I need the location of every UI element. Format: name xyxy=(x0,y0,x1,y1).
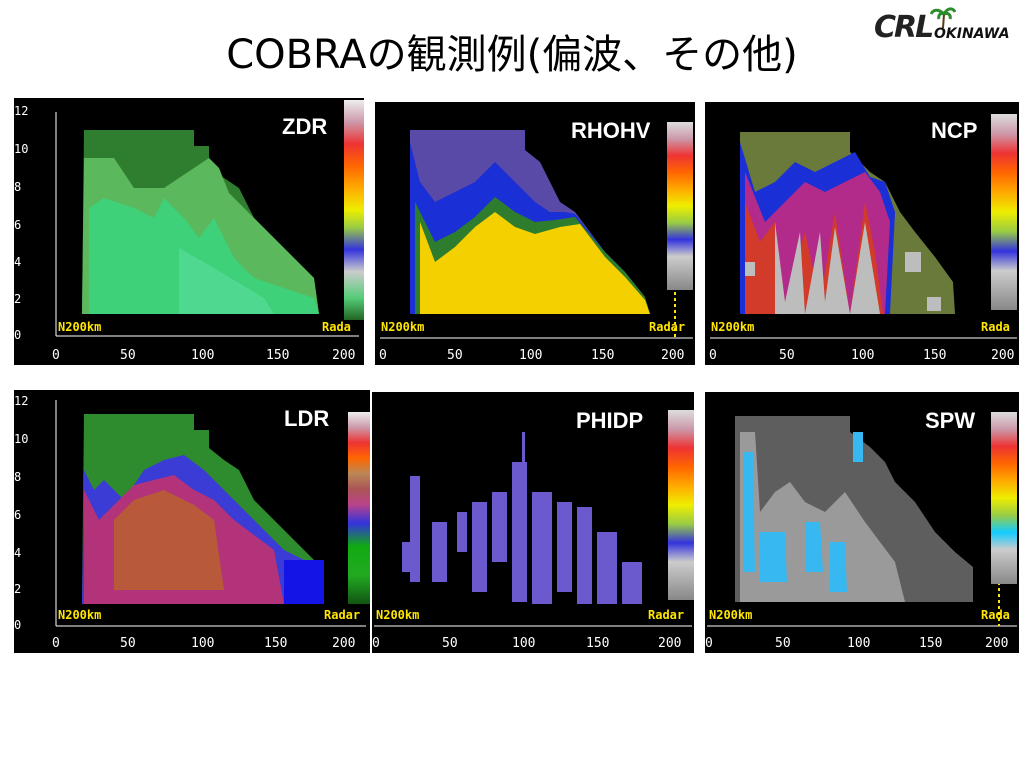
n200km-marker: N200km xyxy=(376,608,419,622)
x-tick: 100 xyxy=(191,348,214,363)
x-tick: 200 xyxy=(332,636,355,651)
y-tick: 2 xyxy=(14,292,21,306)
x-tick: 150 xyxy=(919,636,942,651)
y-tick: 12 xyxy=(14,394,28,408)
y-tick: 8 xyxy=(14,470,21,484)
panel-rhohv: RHOHV N200km Radar 0 50 100 150 200 xyxy=(375,102,695,365)
x-tick: 200 xyxy=(985,636,1008,651)
x-tick: 200 xyxy=(991,348,1014,363)
spw-colorbar xyxy=(991,412,1017,584)
y-tick: 0 xyxy=(14,328,21,342)
n200km-marker: N200km xyxy=(381,320,424,334)
y-tick: 6 xyxy=(14,218,21,232)
x-tick: 200 xyxy=(661,348,684,363)
x-tick: 150 xyxy=(264,636,287,651)
radar-marker: Radar xyxy=(324,608,360,622)
x-tick: 0 xyxy=(372,636,380,651)
n200km-marker: N200km xyxy=(58,320,101,334)
radar-marker: Rada xyxy=(981,320,1010,334)
x-tick: 200 xyxy=(332,348,355,363)
x-tick: 200 xyxy=(658,636,681,651)
y-tick: 8 xyxy=(14,180,21,194)
panel-spw: SPW N200km Rada 0 50 100 150 200 xyxy=(705,392,1019,653)
radar-marker: Rada xyxy=(981,608,1010,622)
x-tick: 100 xyxy=(851,348,874,363)
x-tick: 100 xyxy=(191,636,214,651)
zdr-colorbar xyxy=(344,100,364,320)
n200km-marker: N200km xyxy=(58,608,101,622)
x-tick: 100 xyxy=(847,636,870,651)
x-tick: 150 xyxy=(586,636,609,651)
radar-marker: Rada xyxy=(322,320,351,334)
x-tick: 100 xyxy=(512,636,535,651)
y-tick: 2 xyxy=(14,582,21,596)
n200km-marker: N200km xyxy=(709,608,752,622)
panel-label-zdr: ZDR xyxy=(282,114,327,140)
x-tick: 50 xyxy=(775,636,791,651)
y-tick: 4 xyxy=(14,546,21,560)
x-tick: 0 xyxy=(379,348,387,363)
ncp-colorbar xyxy=(991,114,1017,310)
x-tick: 0 xyxy=(52,636,60,651)
palm-tree-icon xyxy=(930,6,956,28)
panel-label-phidp: PHIDP xyxy=(576,408,643,434)
logo-crl-text: CRL xyxy=(874,10,932,45)
x-tick: 100 xyxy=(519,348,542,363)
x-tick: 150 xyxy=(591,348,614,363)
y-tick: 10 xyxy=(14,432,28,446)
y-tick: 4 xyxy=(14,255,21,269)
y-tick: 12 xyxy=(14,104,28,118)
panel-label-rhohv: RHOHV xyxy=(571,118,650,144)
x-tick: 150 xyxy=(923,348,946,363)
panel-label-ncp: NCP xyxy=(931,118,977,144)
y-tick: 6 xyxy=(14,508,21,522)
rhohv-colorbar xyxy=(667,122,693,290)
x-tick: 0 xyxy=(52,348,60,363)
slide-title: COBRAの観測例(偏波、その他) xyxy=(0,22,1024,80)
x-tick: 50 xyxy=(447,348,463,363)
x-tick: 50 xyxy=(120,348,136,363)
crl-okinawa-logo: CRL OKINAWA xyxy=(872,6,1022,48)
panel-zdr: ZDR 12 10 8 6 4 2 0 N200km Rada 0 50 100… xyxy=(14,98,364,365)
phidp-colorbar xyxy=(668,410,694,600)
x-tick: 0 xyxy=(709,348,717,363)
logo-okinawa-text: OKINAWA xyxy=(934,26,1010,42)
panel-ldr: LDR 12 10 8 6 4 2 0 N200km Radar 0 50 10… xyxy=(14,390,370,653)
n200km-marker: N200km xyxy=(711,320,754,334)
phidp-plot xyxy=(372,392,694,653)
x-tick: 50 xyxy=(442,636,458,651)
panel-phidp: PHIDP N200km Radar 0 50 100 150 200 xyxy=(372,392,694,653)
ldr-colorbar xyxy=(348,412,370,604)
radar-marker: Radar xyxy=(649,320,685,334)
panel-label-ldr: LDR xyxy=(284,406,329,432)
x-tick: 150 xyxy=(266,348,289,363)
y-tick: 0 xyxy=(14,618,21,632)
panel-label-spw: SPW xyxy=(925,408,975,434)
panel-ncp: NCP N200km Rada 0 50 100 150 200 xyxy=(705,102,1019,365)
x-tick: 50 xyxy=(779,348,795,363)
y-tick: 10 xyxy=(14,142,28,156)
radar-marker: Radar xyxy=(648,608,684,622)
x-tick: 0 xyxy=(705,636,713,651)
x-tick: 50 xyxy=(120,636,136,651)
